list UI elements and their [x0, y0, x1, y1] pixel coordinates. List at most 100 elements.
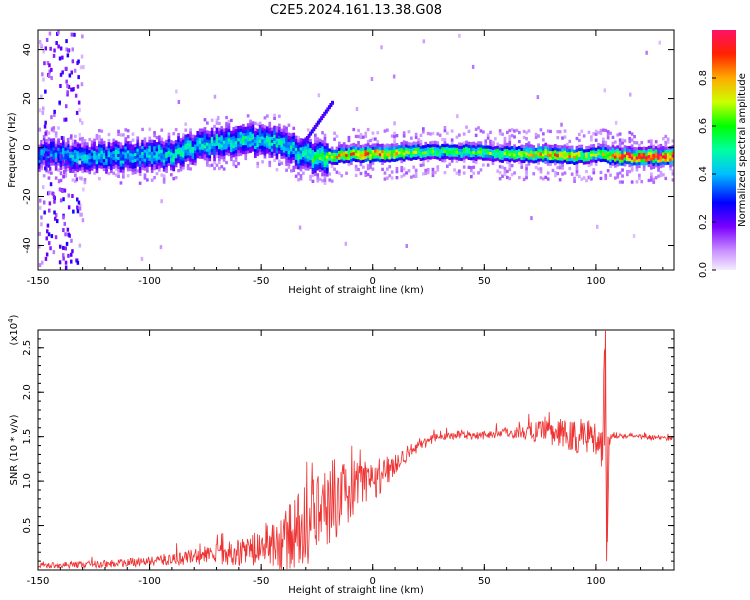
heatmap-cell — [314, 148, 317, 152]
heatmap-cell — [83, 154, 87, 158]
heatmap-cell — [328, 151, 332, 155]
heatmap-cell — [297, 163, 300, 167]
heatmap-cell — [302, 153, 305, 157]
heatmap-cell — [186, 142, 190, 147]
heatmap-cell — [225, 160, 228, 165]
heatmap-cell — [126, 165, 130, 169]
heatmap-cell — [426, 152, 430, 157]
heatmap-cell — [498, 150, 502, 154]
heatmap-cell — [66, 149, 70, 154]
heatmap-cell — [460, 154, 464, 158]
heatmap-cell — [227, 146, 231, 151]
heatmap-cell — [587, 157, 591, 161]
heatmap-cell — [196, 140, 200, 144]
heatmap-cell — [654, 149, 658, 153]
heatmap-cell — [52, 126, 56, 130]
heatmap-cell — [110, 163, 113, 168]
heatmap-cell — [650, 163, 653, 167]
heatmap-cell — [298, 225, 302, 230]
heatmap-cell — [508, 161, 512, 166]
heatmap-cell — [62, 138, 65, 143]
heatmap-cell — [484, 148, 488, 152]
heatmap-cell — [131, 150, 135, 154]
heatmap-cell — [59, 151, 63, 156]
heatmap-cell — [98, 177, 101, 181]
heatmap-cell — [268, 127, 272, 132]
heatmap-cell — [376, 152, 380, 156]
heatmap-cell — [54, 143, 58, 147]
heatmap-cell — [191, 152, 195, 156]
heatmap-cell — [80, 54, 84, 59]
heatmap-cell — [462, 147, 466, 151]
heatmap-cell — [201, 131, 204, 135]
heatmap-cell — [448, 144, 452, 148]
heatmap-cell — [95, 169, 99, 174]
heatmap-cell — [155, 157, 159, 161]
heatmap-cell — [558, 157, 562, 161]
heatmap-cell — [669, 152, 672, 156]
heatmap-cell — [426, 167, 430, 172]
heatmap-cell — [278, 138, 281, 142]
heatmap-cell — [618, 150, 622, 154]
heatmap-cell — [122, 169, 125, 173]
heatmap-cell — [182, 133, 185, 137]
heatmap-cell — [395, 158, 399, 162]
heatmap-cell — [54, 155, 58, 159]
heatmap-cell — [206, 130, 209, 134]
heatmap-cell — [172, 165, 176, 169]
heatmap-cell — [61, 70, 64, 75]
heatmap-cell — [630, 150, 634, 154]
heatmap-cell — [443, 159, 447, 163]
heatmap-cell — [172, 144, 176, 148]
heatmap-cell — [460, 151, 464, 155]
heatmap-cell — [227, 134, 231, 139]
heatmap-cell — [513, 129, 516, 133]
heatmap-cell — [69, 166, 72, 170]
heatmap-cell — [95, 154, 99, 159]
heatmap-cell — [662, 161, 665, 165]
heatmap-cell — [292, 141, 296, 145]
heatmap-cell — [150, 148, 154, 152]
heatmap-cell — [294, 135, 298, 139]
heatmap-cell — [520, 153, 524, 157]
heatmap-cell — [131, 144, 135, 148]
heatmap-cell — [58, 187, 62, 192]
heatmap-cell — [354, 155, 358, 160]
heatmap-cell — [237, 132, 240, 136]
heatmap-cell — [222, 149, 226, 153]
heatmap-cell — [77, 100, 81, 105]
heatmap-cell — [198, 155, 202, 159]
heatmap-cell — [76, 209, 80, 214]
heatmap-cell — [525, 173, 528, 177]
heatmap-cell — [203, 154, 207, 158]
heatmap-cell — [330, 155, 334, 159]
heatmap-cell — [671, 178, 674, 182]
heatmap-cell — [616, 154, 620, 158]
heatmap-cell — [225, 139, 228, 144]
heatmap-cell — [316, 176, 320, 180]
heatmap-cell — [650, 166, 653, 170]
heatmap-cell — [657, 165, 660, 169]
heatmap-cell — [554, 147, 557, 151]
heatmap-cell — [429, 141, 432, 145]
heatmap-cell — [246, 138, 250, 142]
heatmap-cell — [446, 131, 449, 135]
heatmap-cell — [160, 173, 164, 177]
heatmap-cell — [160, 158, 164, 162]
heatmap-cell — [220, 156, 224, 160]
heatmap-cell — [107, 156, 111, 161]
heatmap-cell — [609, 152, 612, 156]
heatmap-cell — [285, 144, 288, 148]
heatmap-cell — [436, 150, 440, 154]
heatmap-cell — [218, 142, 221, 147]
heatmap-cell — [114, 152, 118, 156]
heatmap-cell — [539, 170, 543, 174]
heatmap-cell — [41, 110, 45, 115]
heatmap-cell — [590, 153, 593, 157]
heatmap-cell — [258, 133, 262, 137]
heatmap-cell — [251, 136, 255, 140]
heatmap-cell — [321, 143, 324, 147]
heatmap-cell — [630, 162, 634, 166]
heatmap-cell — [638, 146, 641, 150]
heatmap-cell — [626, 148, 629, 153]
